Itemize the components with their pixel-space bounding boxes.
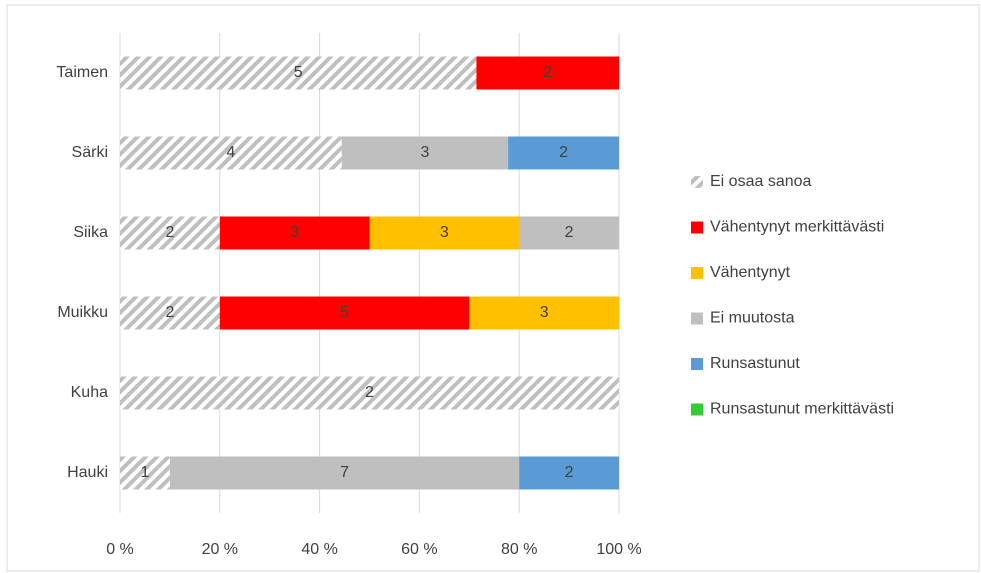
legend-label: Vähentynyt <box>710 264 791 281</box>
legend-label: Runsastunut merkittävästi <box>710 401 894 418</box>
y-tick-label: Taimen <box>56 64 108 81</box>
data-label: 4 <box>226 144 235 161</box>
legend-label: Ei osaa sanoa <box>710 173 812 190</box>
x-tick-label: 80 % <box>501 541 537 558</box>
x-tick-label: 0 % <box>106 541 134 558</box>
x-tick-label: 100 % <box>596 541 641 558</box>
x-tick-label: 60 % <box>401 541 437 558</box>
y-tick-label: Siika <box>73 224 108 241</box>
data-label: 3 <box>440 224 449 241</box>
legend-swatch <box>691 176 703 188</box>
data-label: 2 <box>565 464 574 481</box>
bar-segment <box>120 296 220 330</box>
data-label: 3 <box>420 144 429 161</box>
bar-segment <box>341 136 509 170</box>
y-tick-label: Hauki <box>67 464 108 481</box>
bar-segment <box>219 296 470 330</box>
data-label: 1 <box>140 464 149 481</box>
legend-swatch <box>691 312 703 325</box>
bar-segment <box>120 456 170 490</box>
bar-segment <box>219 216 370 250</box>
legend-swatch <box>691 403 703 416</box>
bar-segment <box>508 136 619 170</box>
data-label: 5 <box>294 64 303 81</box>
data-label: 2 <box>165 224 174 241</box>
data-label: 7 <box>340 464 349 481</box>
legend-label: Ei muutosta <box>710 310 795 327</box>
bar-segment <box>519 456 619 490</box>
data-label: 3 <box>290 224 299 241</box>
bar-segment <box>369 216 520 250</box>
data-label: 2 <box>565 224 574 241</box>
bar-segment <box>519 216 619 250</box>
data-label: 5 <box>340 304 349 321</box>
chart-frame <box>6 4 980 572</box>
data-label: 2 <box>165 304 174 321</box>
y-tick-label: Särki <box>72 144 108 161</box>
bar-segment <box>169 456 520 490</box>
x-tick-label: 40 % <box>301 541 337 558</box>
legend-swatch <box>691 358 703 370</box>
bar-segment <box>120 56 477 90</box>
legend-label: Runsastunut <box>710 355 800 372</box>
bar-segment <box>476 56 619 90</box>
data-label: 3 <box>540 304 549 321</box>
legend-swatch <box>691 221 703 234</box>
data-label: 2 <box>543 64 552 81</box>
y-tick-label: Kuha <box>71 384 108 401</box>
data-label: 2 <box>365 384 374 401</box>
legend-label: Vähentynyt merkittävästi <box>710 219 884 236</box>
data-label: 2 <box>559 144 568 161</box>
y-tick-label: Muikku <box>57 304 108 321</box>
x-tick-label: 20 % <box>202 541 238 558</box>
legend-swatch <box>691 267 703 279</box>
bar-segment <box>120 216 220 250</box>
bar-segment <box>120 136 342 170</box>
bar-segment <box>120 376 619 410</box>
bar-segment <box>469 296 619 330</box>
